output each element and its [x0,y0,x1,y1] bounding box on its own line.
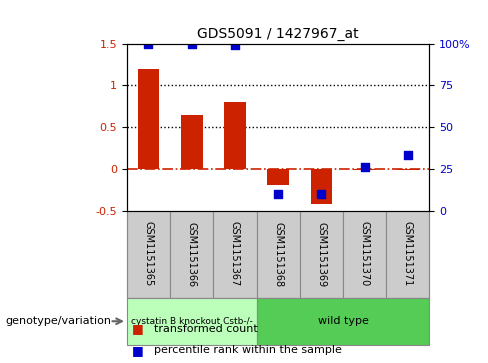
Text: cystatin B knockout Cstb-/-: cystatin B knockout Cstb-/- [131,317,253,326]
Point [144,41,152,46]
Point [274,191,282,197]
Bar [138,69,159,169]
Text: GSM1151371: GSM1151371 [403,221,413,287]
Text: GSM1151369: GSM1151369 [316,221,326,287]
Point [404,152,412,158]
Bar [181,115,203,169]
Point [231,42,239,48]
Bar [300,211,343,298]
Text: transformed count: transformed count [154,323,258,334]
Bar [127,211,170,298]
Bar [343,211,386,298]
Text: ■: ■ [132,344,147,357]
Text: percentile rank within the sample: percentile rank within the sample [154,345,342,355]
Bar [170,211,213,298]
Bar [257,298,429,345]
Text: GSM1151366: GSM1151366 [187,221,197,287]
Title: GDS5091 / 1427967_at: GDS5091 / 1427967_at [197,27,359,41]
Text: ■: ■ [132,322,147,335]
Bar [397,169,419,171]
Bar [213,211,257,298]
Bar [354,169,375,171]
Bar [386,211,429,298]
Text: genotype/variation: genotype/variation [5,316,111,326]
Point [318,191,325,197]
Text: GSM1151368: GSM1151368 [273,221,283,287]
Bar [267,169,289,185]
Text: GSM1151367: GSM1151367 [230,221,240,287]
Bar [310,169,332,204]
Bar [127,298,257,345]
Text: wild type: wild type [318,316,368,326]
Bar [257,211,300,298]
Point [361,164,368,170]
Text: GSM1151365: GSM1151365 [143,221,154,287]
Point [188,41,196,46]
Text: GSM1151370: GSM1151370 [360,221,369,287]
Bar [224,102,246,169]
